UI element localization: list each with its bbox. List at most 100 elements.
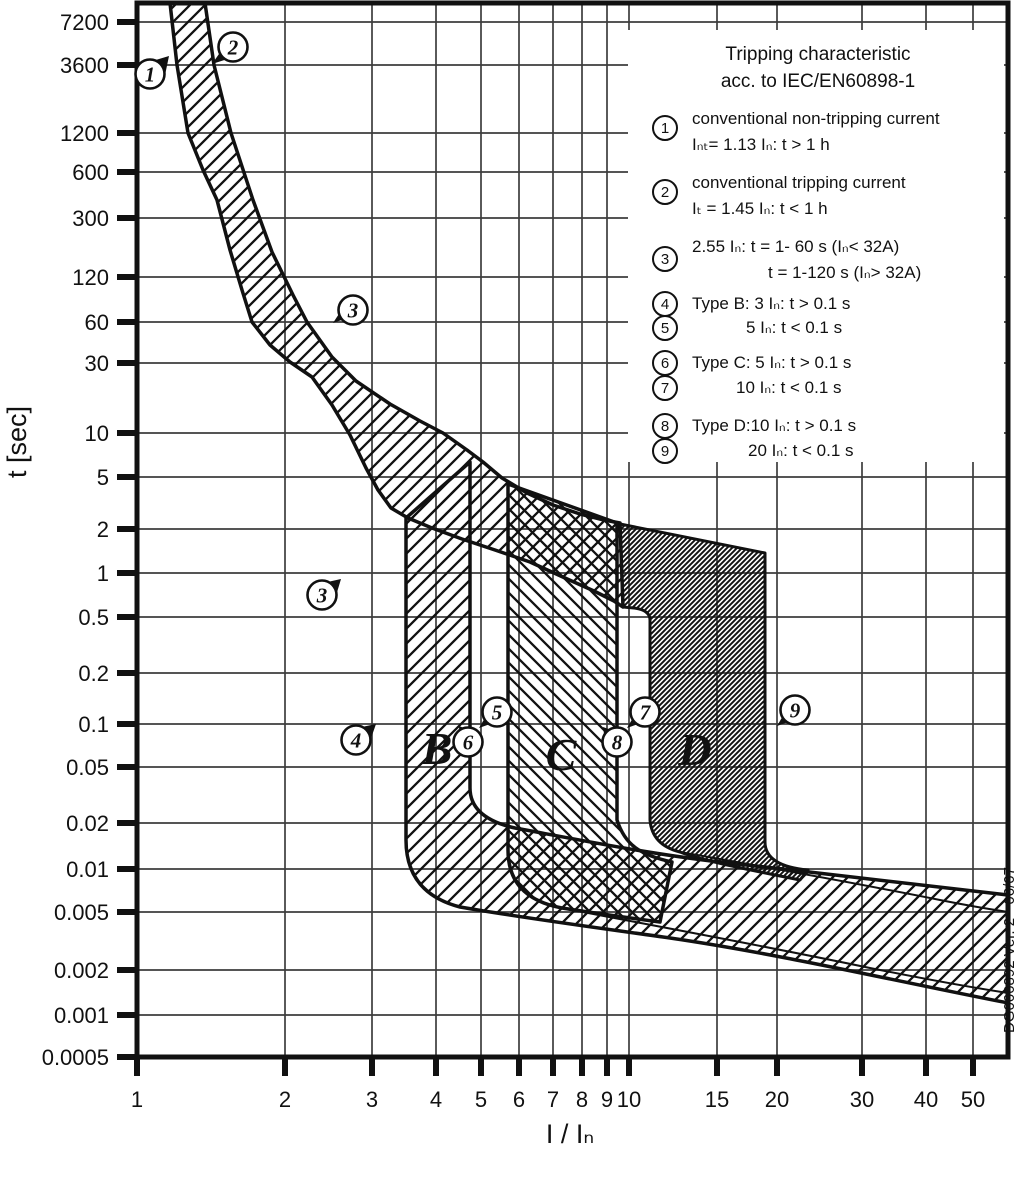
marker-circle-9 (779, 694, 811, 726)
y-tick-label-0.01: 0.01 (66, 857, 109, 882)
legend-text-1-line1: conventional non-tripping current (692, 109, 940, 128)
legend-title-line2: acc. to IEC/EN60898-1 (720, 70, 916, 92)
legend-text-1-line2: Iₙₜ= 1.13 Iₙ: t > 1 h (692, 135, 830, 155)
legend-text-7: 10 Iₙ: t < 0.1 s (736, 378, 842, 397)
legend-item-3: 3 2.55 Iₙ: t = 1- 60 s (Iₙ< 32A) t = 1-1… (638, 234, 998, 287)
chart-plot-area: 1 2 3 4 5 6 7 8 9 10 15 20 30 40 507200360012006003001… (2, 0, 1018, 1149)
band-d (618, 522, 810, 882)
y-tick-label-0.05: 0.05 (66, 755, 109, 780)
legend-item-2: 2 conventional tripping current Iₜ = 1.4… (638, 170, 998, 223)
legend-text-2-line2: Iₜ = 1.45 Iₙ: t < 1 h (692, 199, 828, 219)
legend-title: Tripping characteristic acc. to IEC/EN60… (638, 42, 998, 95)
x-tick-label-4: 4 (430, 1087, 442, 1112)
y-tick-label-60: 60 (85, 310, 109, 335)
legend-circle-8: 8 (652, 413, 678, 439)
x-tick-label-10: 10 (617, 1087, 641, 1112)
x-tick-label-5: 5 (475, 1087, 487, 1112)
y-tick-label-1: 1 (97, 561, 109, 586)
legend-text-3-line1: 2.55 Iₙ: t = 1- 60 s (Iₙ< 32A) (692, 237, 900, 256)
legend-item-5: 5 5 Iₙ: t < 0.1 s (638, 315, 998, 341)
legend-circle-4: 4 (652, 291, 678, 317)
marker-circle-3 (306, 579, 338, 611)
band-c (506, 482, 674, 924)
marker-number-7: 7 (640, 701, 652, 725)
y-tick-label-300: 300 (72, 206, 109, 231)
legend-text-1: conventional non-tripping current Iₙₜ= 1… (692, 106, 940, 159)
legend-text-4: Type B: 3 Iₙ: t > 0.1 s (692, 294, 851, 313)
x-tick-label-1: 1 (131, 1087, 143, 1112)
legend-item-4: 4 Type B: 3 Iₙ: t > 0.1 s (638, 291, 998, 317)
marker-circle-6 (452, 726, 484, 758)
legend-circle-5: 5 (652, 315, 678, 341)
x-tick-label-3: 3 (366, 1087, 378, 1112)
y-tick-label-0.005: 0.005 (54, 900, 109, 925)
legend: Tripping characteristic acc. to IEC/EN60… (638, 42, 998, 464)
y-tick-label-3600: 3600 (60, 53, 109, 78)
legend-circle-7: 7 (652, 375, 678, 401)
y-tick-label-1200: 1200 (60, 121, 109, 146)
legend-text-6: Type C: 5 Iₙ: t > 0.1 s (692, 353, 852, 372)
x-tick-label-7: 7 (547, 1087, 559, 1112)
legend-circle-3: 3 (652, 246, 678, 272)
legend-text-3-line2: t = 1-120 s (Iₙ> 32A) (768, 263, 922, 283)
y-tick-label-10: 10 (85, 421, 109, 446)
marker-number-2: 2 (227, 36, 239, 60)
marker-circle-7 (629, 696, 661, 728)
y-tick-label-600: 600 (72, 160, 109, 185)
y-tick-label-5: 5 (97, 465, 109, 490)
legend-item-7: 7 10 Iₙ: t < 0.1 s (638, 375, 998, 401)
marker-circle-5 (481, 696, 513, 728)
y-axis-title: t [sec] (2, 406, 32, 478)
legend-item-6: 6 Type C: 5 Iₙ: t > 0.1 s (638, 350, 998, 376)
legend-text-2-line1: conventional tripping current (692, 173, 906, 192)
x-tick-label-40: 40 (914, 1087, 938, 1112)
x-tick-label-20: 20 (765, 1087, 789, 1112)
marker-number-3: 3 (316, 584, 328, 608)
elbow-line-1 (561, 907, 1009, 994)
legend-text-5: 5 Iₙ: t < 0.1 s (746, 318, 843, 337)
marker-circle-8 (601, 726, 633, 758)
marker-circle-2 (217, 31, 249, 63)
legend-text-8: Type D:10 Iₙ: t > 0.1 s (692, 416, 857, 435)
marker-circle-3 (337, 294, 369, 326)
legend-circle-9: 9 (652, 438, 678, 464)
elbow-line-2 (679, 851, 1009, 913)
y-tick-label-30: 30 (85, 351, 109, 376)
marker-number-9: 9 (790, 699, 801, 723)
x-tick-label-30: 30 (850, 1087, 874, 1112)
legend-circle-2: 2 (652, 179, 678, 205)
y-tick-label-0.002: 0.002 (54, 958, 109, 983)
document-number-side-text: DG000892 Ver. 2 - 06/07 (1001, 867, 1018, 1033)
marker-number-8: 8 (612, 731, 623, 755)
x-axis-title: I / Iₙ (546, 1119, 594, 1149)
y-tick-label-0.0005: 0.0005 (42, 1045, 109, 1070)
y-tick-label-120: 120 (72, 265, 109, 290)
y-tick-label-0.1: 0.1 (78, 712, 109, 737)
x-tick-label-50: 50 (961, 1087, 985, 1112)
legend-text-3: 2.55 Iₙ: t = 1- 60 s (Iₙ< 32A) t = 1-120… (692, 234, 921, 287)
legend-item-1: 1 conventional non-tripping current Iₙₜ=… (638, 106, 998, 159)
marker-number-1: 1 (145, 63, 156, 87)
marker-number-4: 4 (350, 729, 362, 753)
y-tick-label-0.5: 0.5 (78, 605, 109, 630)
x-tick-label-8: 8 (576, 1087, 588, 1112)
x-tick-label-9: 9 (601, 1087, 613, 1112)
region-label-D: D (677, 724, 711, 775)
y-tick-label-0.001: 0.001 (54, 1003, 109, 1028)
marker-number-5: 5 (492, 701, 503, 725)
legend-circle-1: 1 (652, 115, 678, 141)
marker-number-6: 6 (463, 731, 474, 755)
x-tick-label-6: 6 (513, 1087, 525, 1112)
marker-circle-1 (134, 58, 166, 90)
legend-item-8: 8 Type D:10 Iₙ: t > 0.1 s (638, 413, 998, 439)
y-tick-label-7200: 7200 (60, 10, 109, 35)
legend-text-9: 20 Iₙ: t < 0.1 s (748, 441, 854, 460)
legend-mask (628, 30, 1004, 462)
y-tick-label-0.02: 0.02 (66, 811, 109, 836)
region-label-C: C (546, 729, 578, 780)
x-tick-label-15: 15 (705, 1087, 729, 1112)
legend-text-2: conventional tripping current Iₜ = 1.45 … (692, 170, 906, 223)
x-tick-label-2: 2 (279, 1087, 291, 1112)
marker-number-3: 3 (347, 299, 359, 323)
